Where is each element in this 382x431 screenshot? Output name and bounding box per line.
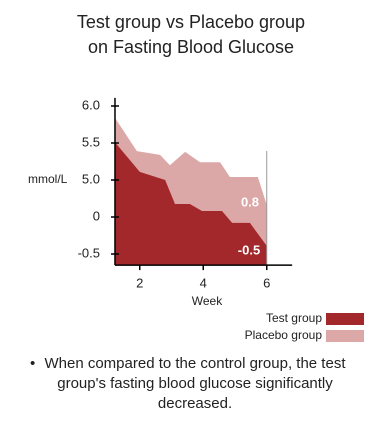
x-tick-label: 4 <box>200 276 207 291</box>
y-tick-label: -0.5 <box>78 245 100 260</box>
area <box>114 142 267 266</box>
x-tick-label: 2 <box>136 276 143 291</box>
annotation: -0.5 <box>238 242 260 257</box>
legend-label: Placebo group <box>245 328 323 342</box>
y-tick-label: 0 <box>93 208 100 223</box>
y-tick-label: 6.0 <box>82 97 100 112</box>
chart: 6.0 5.5 5.0 0 -0.5 2 4 6 Week mmol/L 0.8 -0.5 Test g… <box>28 97 364 342</box>
title-block: Test group vs Placebo group on Fasting B… <box>0 10 382 60</box>
y-tick-label: 5.0 <box>82 171 100 186</box>
x-axis-label: Week <box>192 294 223 308</box>
legend-label: Test group <box>266 311 322 325</box>
legend-swatch <box>326 330 364 342</box>
x-tick-label: 6 <box>263 276 270 291</box>
note: When compared to the control group, the … <box>30 354 360 414</box>
chart-title: Test group vs Placebo group on Fasting B… <box>76 12 306 57</box>
y-tick-label: 5.5 <box>82 134 100 149</box>
legend-swatch <box>326 313 364 325</box>
annotation: 0.8 <box>241 194 259 209</box>
y-axis-label: mmol/L <box>28 172 68 186</box>
